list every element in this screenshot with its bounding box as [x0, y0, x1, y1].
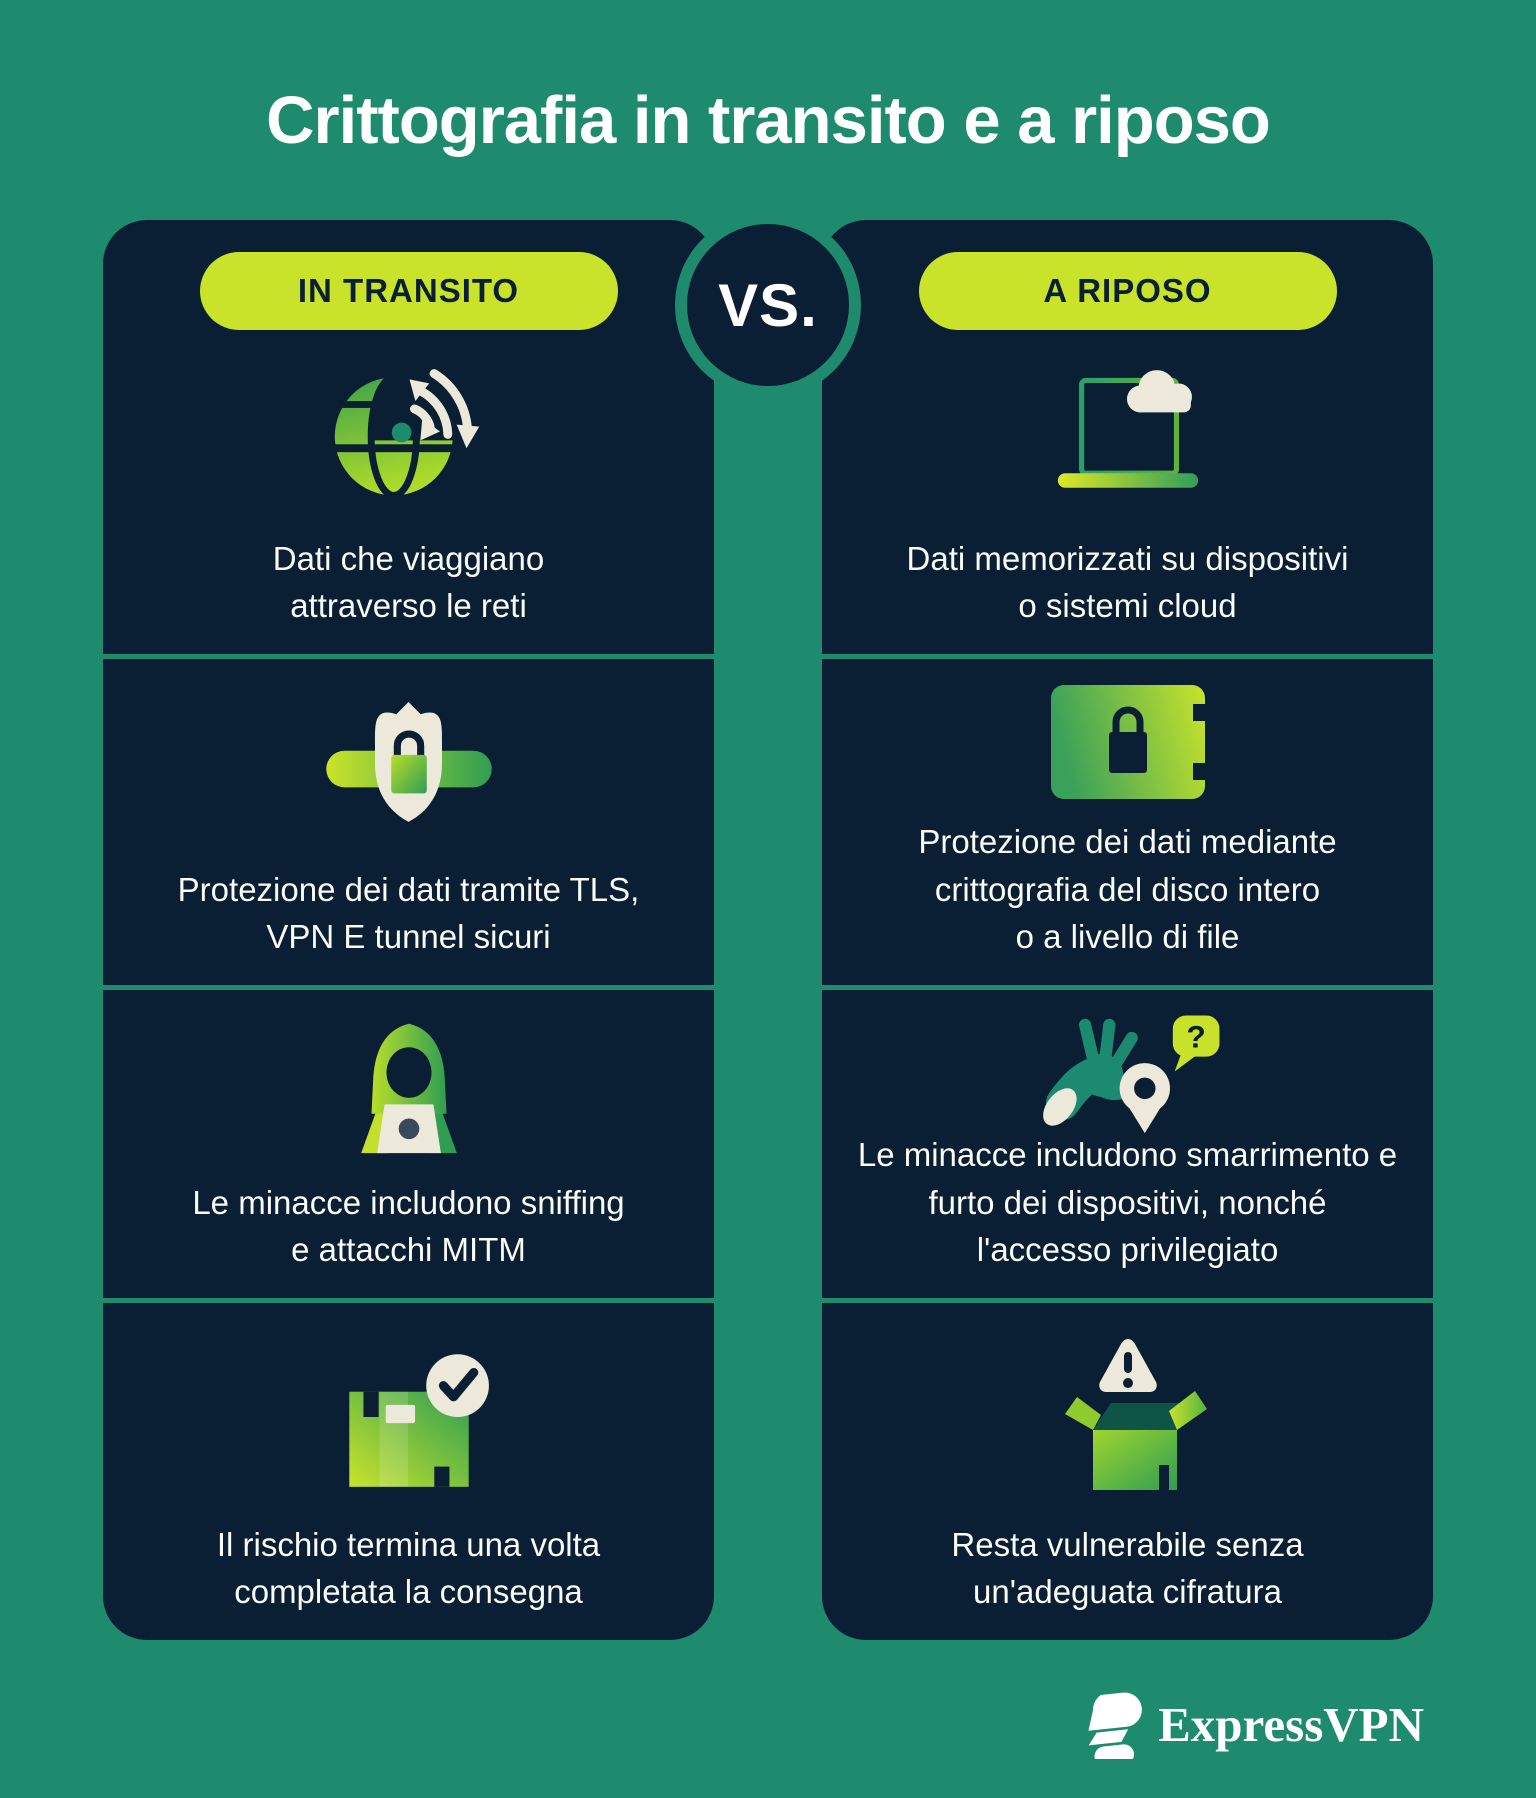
caption-rest-protection: Protezione dei dati mediante crittografi… — [918, 823, 1337, 956]
package-delivered-icon — [323, 1311, 495, 1521]
globe-signal-icon — [323, 330, 495, 535]
glove-pin-question-icon: ? — [1032, 998, 1224, 1133]
badge-a-riposo: A RIPOSO — [918, 252, 1337, 330]
column-a-riposo: A RIPOSO — [822, 220, 1433, 1640]
badge-in-transito: IN TRANSITO — [199, 252, 618, 330]
brand-footer: ExpressVPN — [1076, 1688, 1424, 1760]
cell-rest-vulnerable: Resta vulnerabile senza un'adeguata cifr… — [822, 1303, 1433, 1640]
page-title: Crittografia in transito e a riposo — [266, 83, 1271, 158]
caption-rest-storage: Dati memorizzati su dispositivi o sistem… — [906, 539, 1349, 625]
brand-wordmark: ExpressVPN — [1158, 1696, 1424, 1752]
cell-rest-storage: A RIPOSO — [822, 220, 1433, 654]
expressvpn-logo-icon — [1076, 1689, 1142, 1759]
caption-rest-threats: Le minacce includono smarrimento e furto… — [857, 1136, 1398, 1269]
hacker-laptop-icon — [329, 998, 489, 1179]
cell-transit-protection: Protezione dei dati tramite TLS, VPN E t… — [103, 659, 714, 985]
cell-rest-protection: Protezione dei dati mediante crittografi… — [822, 659, 1433, 985]
disk-lock-icon — [1043, 667, 1213, 818]
column-in-transito: IN TRANSITO — [103, 220, 714, 1640]
cell-transit-threats: Le minacce includono sniffing e attacchi… — [103, 990, 714, 1298]
shield-lock-icon — [319, 667, 499, 866]
caption-transit-threats: Le minacce includono sniffing e attacchi… — [192, 1183, 625, 1269]
open-box-warning-icon — [1042, 1311, 1214, 1521]
vs-badge: VS. — [675, 212, 861, 398]
caption-rest-vulnerable: Resta vulnerabile senza un'adeguata cifr… — [951, 1525, 1304, 1611]
caption-transit-risk-end: Il rischio termina una volta completata … — [216, 1525, 601, 1611]
cell-transit-risk-end: Il rischio termina una volta completata … — [103, 1303, 714, 1640]
vs-label: VS. — [718, 271, 818, 339]
caption-transit-networks: Dati che viaggiano attraverso le reti — [272, 539, 545, 625]
svg-text:?: ? — [1186, 1018, 1205, 1054]
laptop-cloud-icon — [1040, 330, 1216, 535]
cell-transit-networks: IN TRANSITO — [103, 220, 714, 654]
caption-transit-protection: Protezione dei dati tramite TLS, VPN E t… — [177, 870, 640, 956]
comparison-columns: IN TRANSITO — [103, 220, 1433, 1640]
cell-rest-threats: ? Le minacce includono smarrimento e fur… — [822, 990, 1433, 1298]
